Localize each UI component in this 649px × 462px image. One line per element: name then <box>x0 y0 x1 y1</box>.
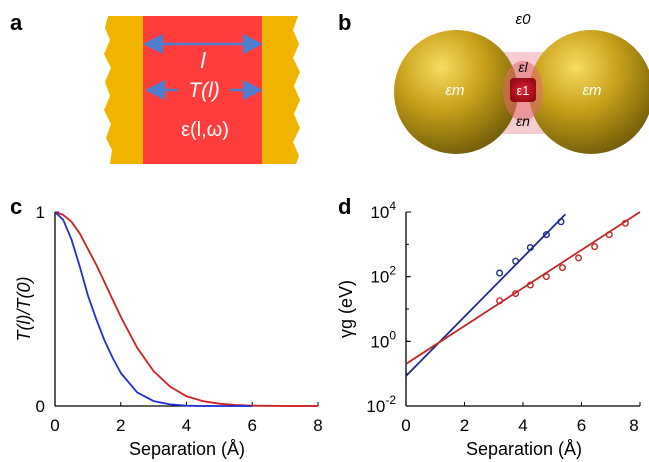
panel-b: b ε0 εm εm εl ε1 εn <box>338 10 649 154</box>
c-series-line-1 <box>54 211 253 407</box>
d-y-axis-label: γg (eV) <box>336 280 356 338</box>
d-data-point-1 <box>542 273 550 281</box>
d-data-point-1 <box>591 243 599 251</box>
d-data-point-0 <box>512 257 520 265</box>
panel-d-label: d <box>338 194 351 219</box>
panel-c: c 0 2 4 6 8 0 1 Separation (Å) T(l)/T(0) <box>10 194 323 459</box>
d-y-tick-label: 102 <box>370 264 396 287</box>
d-x-tick-label: 6 <box>577 416 586 435</box>
panel-b-label: b <box>338 10 351 35</box>
eps-m-right-label: εm <box>582 82 601 99</box>
panel-c-label: c <box>10 194 22 219</box>
d-y-tick-label: 104 <box>370 199 396 222</box>
d-data-point-0 <box>496 269 504 277</box>
d-data-point-1 <box>575 254 583 262</box>
d-y-ticks: 10-2 100 102 104 <box>366 199 411 416</box>
d-data-point-1 <box>512 290 520 298</box>
right-sphere <box>529 30 649 154</box>
d-x-ticks: 0 2 4 6 8 <box>401 402 641 435</box>
d-data-point-1 <box>496 297 504 305</box>
transmission-label: T(l) <box>188 79 219 102</box>
c-x-tick-label: 6 <box>248 416 257 435</box>
c-x-axis-label: Separation (Å) <box>129 439 245 459</box>
d-x-tick-label: 2 <box>460 416 469 435</box>
left-electrode <box>104 16 146 164</box>
d-data-point-0 <box>526 243 534 251</box>
right-electrode <box>262 16 300 164</box>
length-symbol: l <box>201 48 207 73</box>
c-y-axis-label: T(l)/T(0) <box>14 277 34 342</box>
d-x-tick-label: 8 <box>629 416 638 435</box>
panel-d: d 0 2 4 6 8 10-2 100 102 104 Separation (Å) γg … <box>336 194 641 459</box>
d-data-point-1 <box>526 281 534 289</box>
d-data-point-0 <box>542 231 550 239</box>
c-x-tick-label: 8 <box>313 416 322 435</box>
panel-a-label: a <box>10 10 23 35</box>
eps-n-label: εn <box>516 113 530 129</box>
d-y-tick-label: 100 <box>370 328 396 351</box>
c-x-ticks: 0 2 4 6 8 <box>50 402 323 435</box>
c-y-tick-label: 0 <box>36 397 45 416</box>
d-data-point-1 <box>621 219 629 227</box>
left-sphere <box>394 30 518 154</box>
c-series <box>54 211 318 407</box>
molecular-core <box>510 78 536 102</box>
c-x-tick-label: 4 <box>182 416 191 435</box>
c-x-tick-label: 0 <box>50 416 59 435</box>
eps-l-label: εl <box>518 59 528 75</box>
dielectric-label: ε(l,ω) <box>181 119 229 141</box>
eps-0-label: ε0 <box>516 11 532 28</box>
d-x-tick-label: 4 <box>518 416 527 435</box>
eps-m-left-label: εm <box>445 82 464 99</box>
d-data-point-0 <box>557 218 565 226</box>
d-x-axis-label: Separation (Å) <box>466 439 582 459</box>
c-x-tick-label: 2 <box>116 416 125 435</box>
c-series-line-0 <box>54 211 318 407</box>
d-fit-line-0 <box>405 213 567 377</box>
d-data-point-1 <box>558 264 566 272</box>
c-y-tick-label: 1 <box>36 203 45 222</box>
d-data-point-1 <box>605 231 613 239</box>
panel-a: a l T(l) ε(l,ω) <box>10 10 300 164</box>
d-fit-line-1 <box>405 211 641 365</box>
d-x-tick-label: 0 <box>401 416 410 435</box>
d-series <box>405 211 641 377</box>
d-y-tick-label: 10-2 <box>366 393 396 416</box>
eps-1-label: ε1 <box>516 83 529 98</box>
